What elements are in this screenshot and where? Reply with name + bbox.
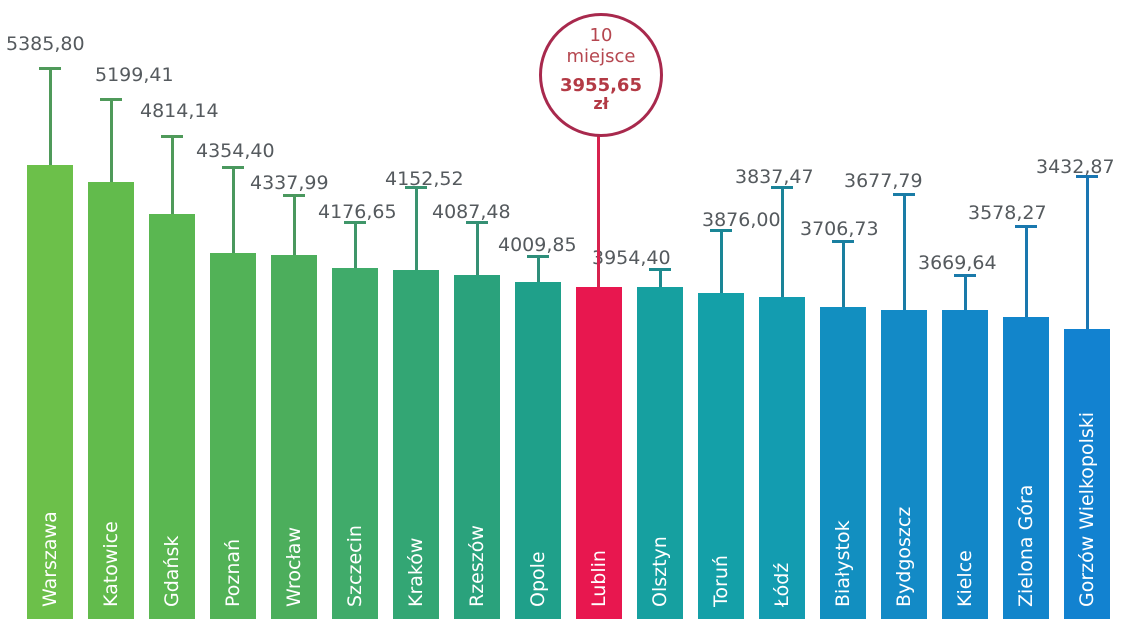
category-label: Gorzów Wielkopolski — [1076, 411, 1098, 607]
bar-16: Zielona Góra — [1003, 317, 1049, 619]
bar-12: Łódź — [759, 297, 805, 619]
bar-1: Katowice — [88, 182, 134, 619]
error-bar-cap — [832, 240, 854, 243]
value-label: 3677,79 — [844, 170, 923, 192]
bar-13: Białystok — [820, 307, 866, 619]
bar-5: Szczecin — [332, 268, 378, 619]
value-label: 4814,14 — [140, 100, 219, 122]
callout-rank: 10 — [589, 25, 613, 46]
error-bar-cap — [466, 221, 488, 224]
error-bar — [1024, 226, 1028, 317]
error-bar — [414, 187, 418, 270]
error-bar — [231, 167, 235, 253]
error-bar — [963, 275, 967, 310]
error-bar — [658, 269, 662, 287]
callout-connector — [597, 134, 600, 287]
error-bar-cap — [161, 135, 183, 138]
category-label: Białystok — [832, 520, 854, 607]
bar-11: Toruń — [698, 293, 744, 619]
bar-7: Rzeszów — [454, 275, 500, 619]
category-label: Gdańsk — [161, 535, 183, 607]
value-label: 3706,73 — [800, 218, 879, 240]
value-label: 4087,48 — [432, 201, 511, 223]
category-label: Poznań — [222, 538, 244, 607]
error-bar-cap — [954, 274, 976, 277]
error-bar — [170, 136, 174, 214]
value-label: 3432,87 — [1036, 156, 1115, 178]
error-bar — [536, 256, 540, 282]
callout-currency: zł — [593, 94, 609, 113]
bar-2: Gdańsk — [149, 214, 195, 619]
error-bar — [841, 241, 845, 307]
error-bar — [902, 194, 906, 310]
bar-8: Opole — [515, 282, 561, 619]
error-bar — [719, 230, 723, 293]
category-label: Opole — [527, 551, 549, 607]
category-label: Warszawa — [39, 511, 61, 607]
error-bar-cap — [1076, 175, 1098, 178]
value-label: 4176,65 — [318, 201, 397, 223]
value-label: 5385,80 — [6, 33, 85, 55]
error-bar-cap — [1015, 225, 1037, 228]
value-label: 4354,40 — [196, 140, 275, 162]
value-label: 3837,47 — [735, 166, 814, 188]
error-bar — [1085, 176, 1089, 329]
error-bar-cap — [100, 98, 122, 101]
error-bar — [475, 222, 479, 275]
error-bar — [353, 222, 357, 268]
bar-14: Bydgoszcz — [881, 310, 927, 619]
category-label: Kielce — [954, 550, 976, 607]
category-label: Katowice — [100, 521, 122, 607]
value-label: 3876,00 — [702, 209, 781, 231]
bar-9: Lublin — [576, 287, 622, 619]
bar-15: Kielce — [942, 310, 988, 619]
bar-6: Kraków — [393, 270, 439, 619]
error-bar-cap — [283, 194, 305, 197]
value-label: 3669,64 — [918, 252, 997, 274]
highlight-callout: 10 miejsce 3955,65 zł — [539, 13, 663, 137]
value-label: 4337,99 — [250, 172, 329, 194]
error-bar-cap — [344, 221, 366, 224]
error-bar — [109, 99, 113, 182]
value-label: 4152,52 — [385, 168, 464, 190]
category-label: Łódź — [771, 562, 793, 607]
error-bar-cap — [405, 186, 427, 189]
error-bar — [292, 195, 296, 255]
category-label: Szczecin — [344, 525, 366, 607]
error-bar-cap — [222, 166, 244, 169]
error-bar-cap — [527, 255, 549, 258]
bar-0: Warszawa — [27, 165, 73, 619]
error-bar — [780, 187, 784, 297]
category-label: Wrocław — [283, 527, 305, 607]
value-label: 3954,40 — [592, 247, 671, 269]
error-bar-cap — [649, 268, 671, 271]
error-bar-cap — [710, 229, 732, 232]
error-bar — [48, 68, 52, 165]
error-bar-cap — [39, 67, 61, 70]
category-label: Kraków — [405, 537, 427, 607]
bar-17: Gorzów Wielkopolski — [1064, 329, 1110, 619]
error-bar-cap — [893, 193, 915, 196]
category-label: Bydgoszcz — [893, 506, 915, 607]
bar-3: Poznań — [210, 253, 256, 619]
error-bar-cap — [771, 186, 793, 189]
value-label: 5199,41 — [95, 64, 174, 86]
category-label: Rzeszów — [466, 525, 488, 607]
category-label: Toruń — [710, 555, 732, 607]
value-label: 3578,27 — [968, 202, 1047, 224]
category-label: Lublin — [588, 550, 610, 607]
callout-value: 3955,65 — [560, 75, 642, 96]
category-label: Olsztyn — [649, 536, 671, 607]
bar-10: Olsztyn — [637, 287, 683, 619]
bar-4: Wrocław — [271, 255, 317, 619]
value-label: 4009,85 — [498, 234, 577, 256]
callout-rank-word: miejsce — [566, 46, 636, 67]
category-label: Zielona Góra — [1015, 484, 1037, 607]
